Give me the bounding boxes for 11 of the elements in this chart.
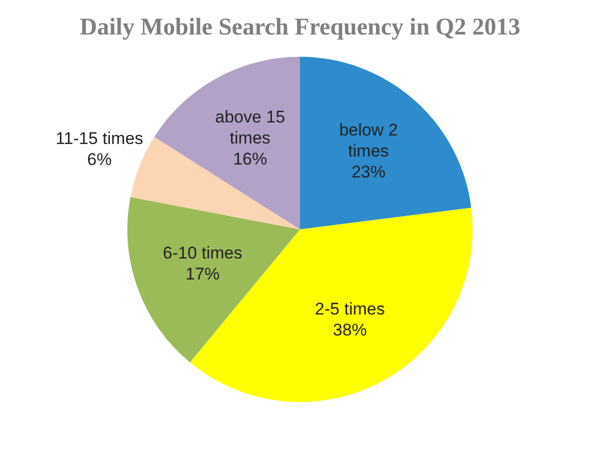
data-label: 23% <box>351 162 386 182</box>
data-label: 17% <box>186 264 220 284</box>
slice-label: 6-10 times <box>162 244 242 263</box>
slice-label: 2-5 times <box>314 299 385 318</box>
chart-title: Daily Mobile Search Frequency in Q2 2013 <box>80 14 520 41</box>
slice-label: below 2 times <box>339 120 398 160</box>
slice-label: 11-15 times <box>56 129 144 148</box>
data-label: 6% <box>87 150 112 170</box>
data-label: 16% <box>233 149 268 168</box>
data-label: 38% <box>332 320 367 340</box>
slice-label: above 15 times <box>215 107 286 148</box>
